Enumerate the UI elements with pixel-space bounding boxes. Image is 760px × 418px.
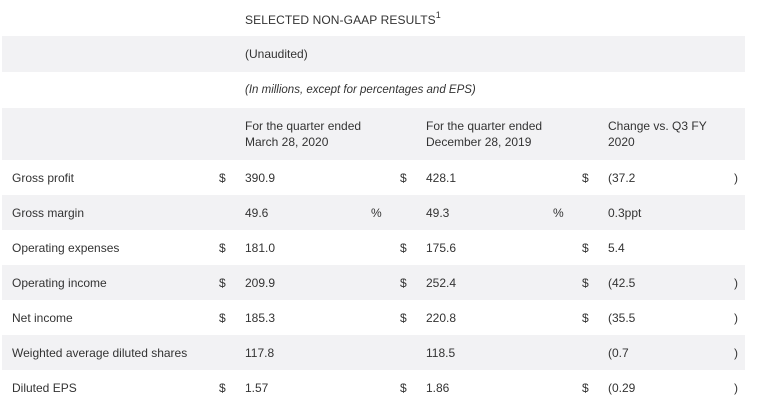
percent-suffix <box>371 300 400 335</box>
title-row: SELECTED NON-GAAP RESULTS1 <box>2 0 746 36</box>
change-value: (42.5 <box>608 265 734 300</box>
table-title: SELECTED NON-GAAP RESULTS1 <box>245 0 746 36</box>
currency-symbol: $ <box>582 160 608 195</box>
q2-value: 1.86 <box>426 370 553 405</box>
q1-value: 1.57 <box>245 370 371 405</box>
percent-suffix: % <box>371 195 400 230</box>
currency-symbol: $ <box>219 160 245 195</box>
q1-value: 49.6 <box>245 195 371 230</box>
closing-paren: ) <box>734 300 746 335</box>
percent-suffix <box>553 265 582 300</box>
currency-symbol <box>400 195 426 230</box>
currency-symbol: $ <box>582 370 608 405</box>
q2-value: 118.5 <box>426 335 553 370</box>
row-label: Gross margin <box>2 195 219 230</box>
percent-suffix <box>553 335 582 370</box>
change-value: (37.2 <box>608 160 734 195</box>
currency-symbol: $ <box>582 265 608 300</box>
currency-symbol: $ <box>400 230 426 265</box>
column-header-q2: For the quarter ended December 28, 2019 <box>426 108 608 160</box>
q2-value: 428.1 <box>426 160 553 195</box>
non-gaap-results-table: SELECTED NON-GAAP RESULTS1 (Unaudited) (… <box>2 0 746 405</box>
q1-value: 390.9 <box>245 160 371 195</box>
closing-paren: ) <box>734 265 746 300</box>
closing-paren: ) <box>734 335 746 370</box>
units-note: (In millions, except for percentages and… <box>245 72 746 108</box>
column-header-change: Change vs. Q3 FY 2020 <box>608 108 746 160</box>
q2-value: 175.6 <box>426 230 553 265</box>
currency-symbol <box>582 195 608 230</box>
row-label: Diluted EPS <box>2 370 219 405</box>
currency-symbol <box>400 335 426 370</box>
currency-symbol: $ <box>219 370 245 405</box>
currency-symbol: $ <box>400 300 426 335</box>
table-row: Operating expenses $ 181.0 $ 175.6 $ 5.4 <box>2 230 746 265</box>
currency-symbol: $ <box>219 265 245 300</box>
currency-symbol <box>219 335 245 370</box>
table-row: Net income $ 185.3 $ 220.8 $ (35.5 ) <box>2 300 746 335</box>
table-row: Operating income $ 209.9 $ 252.4 $ (42.5… <box>2 265 746 300</box>
percent-suffix <box>371 265 400 300</box>
currency-symbol: $ <box>582 230 608 265</box>
change-value: (0.7 <box>608 335 734 370</box>
table-subtitle: (Unaudited) <box>245 36 746 72</box>
row-label: Gross profit <box>2 160 219 195</box>
subtitle-row: (Unaudited) <box>2 36 746 72</box>
change-value: 5.4 <box>608 230 734 265</box>
q2-value: 220.8 <box>426 300 553 335</box>
q2-value: 49.3 <box>426 195 553 230</box>
percent-suffix: % <box>553 195 582 230</box>
closing-paren <box>734 230 746 265</box>
footnote-marker: 1 <box>435 9 441 20</box>
q1-value: 181.0 <box>245 230 371 265</box>
q1-value: 185.3 <box>245 300 371 335</box>
q1-value: 117.8 <box>245 335 371 370</box>
percent-suffix <box>553 300 582 335</box>
row-label: Operating expenses <box>2 230 219 265</box>
row-label: Operating income <box>2 265 219 300</box>
currency-symbol: $ <box>400 160 426 195</box>
currency-symbol <box>582 335 608 370</box>
closing-paren <box>734 195 746 230</box>
column-header-q1: For the quarter ended March 28, 2020 <box>245 108 426 160</box>
change-value: (35.5 <box>608 300 734 335</box>
closing-paren: ) <box>734 370 746 405</box>
row-label: Weighted average diluted shares <box>2 335 219 370</box>
currency-symbol: $ <box>219 300 245 335</box>
closing-paren: ) <box>734 160 746 195</box>
row-label: Net income <box>2 300 219 335</box>
currency-symbol <box>219 195 245 230</box>
percent-suffix <box>371 335 400 370</box>
table-row: Gross margin 49.6 % 49.3 % 0.3ppt <box>2 195 746 230</box>
percent-suffix <box>553 370 582 405</box>
currency-symbol: $ <box>400 370 426 405</box>
column-header-row: For the quarter ended March 28, 2020 For … <box>2 108 746 160</box>
table-row: Weighted average diluted shares 117.8 11… <box>2 335 746 370</box>
percent-suffix <box>371 160 400 195</box>
percent-suffix <box>371 370 400 405</box>
currency-symbol: $ <box>219 230 245 265</box>
q1-value: 209.9 <box>245 265 371 300</box>
currency-symbol: $ <box>582 300 608 335</box>
currency-symbol: $ <box>400 265 426 300</box>
q2-value: 252.4 <box>426 265 553 300</box>
percent-suffix <box>371 230 400 265</box>
table-row: Gross profit $ 390.9 $ 428.1 $ (37.2 ) <box>2 160 746 195</box>
change-value: (0.29 <box>608 370 734 405</box>
table-row: Diluted EPS $ 1.57 $ 1.86 $ (0.29 ) <box>2 370 746 405</box>
percent-suffix <box>553 160 582 195</box>
change-value: 0.3ppt <box>608 195 734 230</box>
percent-suffix <box>553 230 582 265</box>
units-note-row: (In millions, except for percentages and… <box>2 72 746 108</box>
